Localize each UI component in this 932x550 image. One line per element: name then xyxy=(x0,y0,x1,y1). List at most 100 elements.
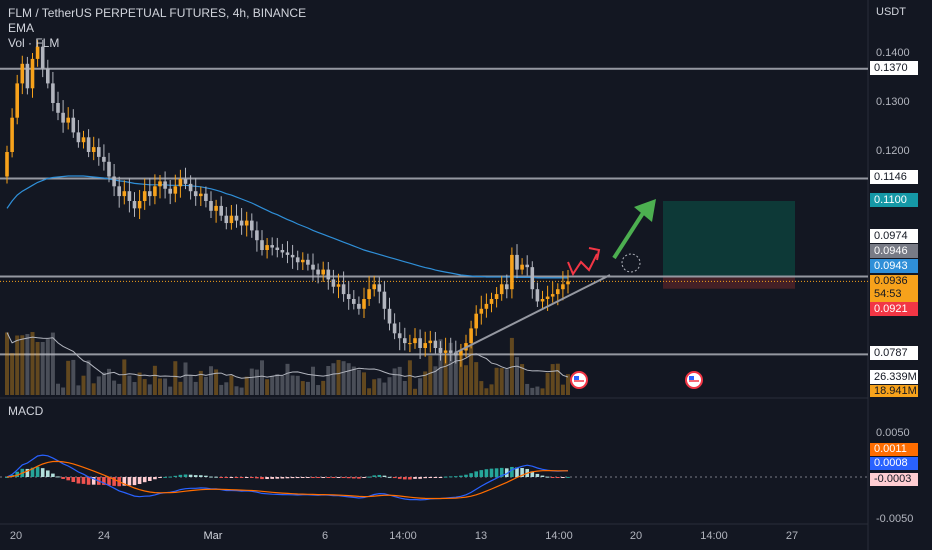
candle-body xyxy=(280,250,285,253)
candle-body xyxy=(556,289,560,295)
volume-bar xyxy=(260,360,264,395)
volume-bar xyxy=(142,379,147,395)
macd-histogram-bar xyxy=(428,477,433,478)
volume-bar xyxy=(555,363,560,395)
candle-body xyxy=(183,178,188,184)
macd-histogram-bar xyxy=(499,467,504,477)
candle-body xyxy=(530,267,535,290)
volume-indicator-label[interactable]: Vol · FLM xyxy=(8,36,60,50)
macd-histogram-bar xyxy=(239,477,244,478)
volume-bar xyxy=(173,361,178,395)
macd-histogram-bar xyxy=(479,470,484,477)
macd-line-tag: 0.0008 xyxy=(870,457,918,470)
macd-histogram-bar xyxy=(224,477,229,478)
flag-canton-icon xyxy=(574,376,579,380)
candle-body xyxy=(515,254,519,270)
macd-histogram-bar xyxy=(387,476,392,478)
candle-body xyxy=(403,338,407,344)
candle-body xyxy=(193,191,198,197)
candle-body xyxy=(10,117,14,152)
candle-body xyxy=(336,284,341,287)
long-position-loss-zone xyxy=(663,276,795,289)
macd-histogram-bar xyxy=(556,477,560,478)
candle-body xyxy=(153,186,157,197)
volume-bar xyxy=(300,381,305,395)
volume-bar xyxy=(377,378,382,395)
volume-bar xyxy=(275,374,280,395)
ema-indicator-label[interactable]: EMA xyxy=(8,21,35,35)
macd-histogram-bar xyxy=(81,477,86,484)
candle-body xyxy=(35,46,40,59)
macd-histogram-bar xyxy=(367,476,371,478)
volume-bar xyxy=(127,375,132,395)
macd-histogram-bar xyxy=(290,477,295,479)
candle-body xyxy=(474,313,478,329)
candle-body xyxy=(387,308,392,324)
volume-bar xyxy=(96,376,101,395)
macd-signal-line xyxy=(6,460,568,500)
macd-histogram-bar xyxy=(127,477,132,486)
macd-histogram-bar xyxy=(193,475,198,477)
volume-bar xyxy=(418,378,423,395)
volume-bar xyxy=(66,360,71,395)
macd-indicator-label[interactable]: MACD xyxy=(8,404,44,418)
candle-body xyxy=(290,254,295,258)
macd-histogram-bar xyxy=(183,474,188,477)
candle-body xyxy=(382,291,387,309)
macd-histogram-bar xyxy=(520,467,524,477)
candle-body xyxy=(326,269,331,280)
candle-body xyxy=(550,294,555,297)
volume-bar xyxy=(305,381,310,395)
candle-body xyxy=(25,63,30,89)
volume-bar xyxy=(137,372,142,395)
candle-body xyxy=(413,338,417,344)
macd-histogram-bar xyxy=(122,477,127,486)
target-circle-marker xyxy=(621,253,641,273)
candle-body xyxy=(316,269,320,275)
candle-body xyxy=(255,230,259,241)
macd-histogram-bar xyxy=(15,471,19,477)
macd-histogram-bar xyxy=(56,476,60,478)
candle-body xyxy=(397,333,402,339)
candle-body xyxy=(311,264,315,270)
candle-body xyxy=(270,245,274,248)
candle-body xyxy=(408,343,412,345)
macd-histogram-bar xyxy=(285,477,290,479)
level-tag-0-0787: 0.0787 xyxy=(870,346,918,360)
candle-body xyxy=(306,259,310,265)
volume-bar xyxy=(474,362,479,395)
macd-histogram-bar xyxy=(484,469,489,477)
volume-bar xyxy=(321,380,326,395)
candle-body xyxy=(260,240,264,250)
candle-body xyxy=(392,323,397,334)
macd-histogram-bar xyxy=(295,477,300,479)
level-tag-0-1146: 0.1146 xyxy=(870,170,918,184)
volume-bar xyxy=(183,362,188,395)
candle-body xyxy=(76,132,81,143)
price-axis-label: 0.1300 xyxy=(876,96,910,108)
macd-histogram-bar xyxy=(5,477,9,478)
macd-histogram-bar xyxy=(244,477,249,478)
volume-bar xyxy=(372,379,377,395)
candle-body xyxy=(40,46,45,69)
macd-histogram-bar xyxy=(561,477,565,478)
symbol-title[interactable]: FLM / TetherUS PERPETUAL FUTURES, 4h, BI… xyxy=(8,6,307,20)
candle-body xyxy=(545,296,550,299)
macd-histogram-bar xyxy=(255,477,259,479)
volume-bar xyxy=(362,372,366,395)
candle-body xyxy=(459,350,463,356)
candle-body xyxy=(469,328,473,344)
macd-line xyxy=(6,454,569,501)
volume-bar xyxy=(525,383,530,395)
macd-histogram-bar xyxy=(464,474,468,477)
volume-bar xyxy=(107,368,111,395)
candle-body xyxy=(525,264,529,268)
volume-bar xyxy=(45,339,50,395)
volume-bar xyxy=(50,332,55,395)
candle-body xyxy=(499,284,504,295)
macd-histogram-bar xyxy=(397,477,402,479)
macd-histogram-bar xyxy=(494,468,499,477)
macd-histogram-bar xyxy=(341,477,346,478)
macd-histogram-bar xyxy=(454,476,458,478)
